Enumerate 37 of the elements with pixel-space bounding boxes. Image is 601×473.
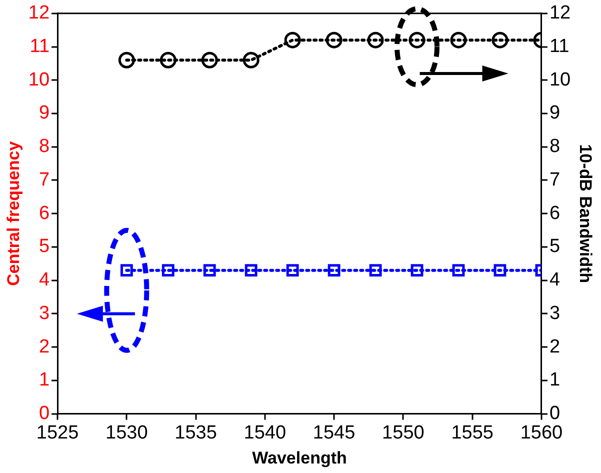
y2-tick-label: 2 [549, 336, 560, 358]
y2-tick-label: 9 [549, 102, 560, 124]
y-tick-label: 6 [38, 202, 50, 224]
y2-tick-label: 5 [549, 236, 560, 258]
y-tick-label: 9 [38, 102, 50, 124]
y-tick-label: 10 [28, 69, 50, 90]
x-tick-label: 1535 [174, 422, 217, 444]
y-tick-label: 5 [38, 236, 50, 258]
x-tick-label: 1545 [312, 422, 356, 444]
y2-tick-label: 8 [549, 136, 560, 158]
y2-tick-label: 7 [549, 169, 560, 190]
y2-axis-title: 10-dB Bandwidth [576, 144, 596, 284]
y-tick-label: 8 [38, 136, 50, 158]
y-tick-label: 3 [38, 302, 50, 324]
x-tick-label: 1540 [244, 422, 286, 444]
y2-tick-label: 10 [549, 69, 571, 90]
x-tick-label: 1555 [451, 422, 494, 444]
y-tick-label: 2 [38, 336, 50, 358]
y2-tick-label: 6 [549, 202, 560, 224]
x-tick-label: 1530 [106, 422, 148, 444]
y2-tick-label: 11 [549, 36, 570, 57]
x-axis-title: Wavelength [252, 448, 347, 468]
y-tick-label: 0 [38, 403, 50, 424]
y-tick-label: 11 [30, 36, 50, 57]
x-tick-label: 1560 [520, 422, 563, 444]
x-tick-label: 1550 [382, 422, 424, 444]
y-tick-label: 12 [28, 2, 50, 24]
y-tick-label: 4 [38, 270, 50, 291]
y2-tick-label: 0 [549, 403, 560, 424]
y-tick-label: 7 [38, 169, 50, 190]
y2-tick-label: 4 [549, 270, 560, 291]
y-tick-label: 1 [38, 370, 50, 391]
x-tick-label: 1525 [36, 422, 79, 444]
y-axis-title: Central frequency [4, 140, 23, 286]
y2-tick-label: 3 [549, 302, 560, 324]
y2-tick-label: 1 [549, 370, 560, 391]
y2-tick-label: 12 [549, 2, 571, 24]
